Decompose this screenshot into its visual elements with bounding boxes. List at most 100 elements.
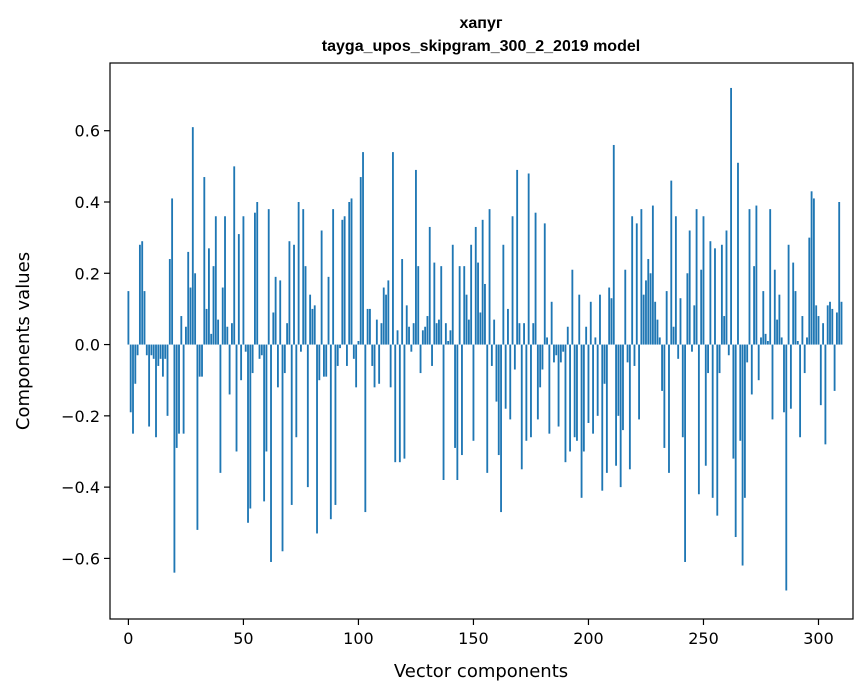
bar-186 <box>555 344 558 356</box>
y-axis-label: Components values <box>13 252 34 430</box>
bar-3 <box>134 344 137 384</box>
bar-240 <box>679 298 682 345</box>
x-axis-ticks: 0 50 100 150 200 250 300 <box>123 619 834 648</box>
bar-276 <box>762 291 765 345</box>
bar-173 <box>525 344 528 441</box>
bar-109 <box>378 344 381 384</box>
bar-261 <box>727 344 730 356</box>
bar-121 <box>405 305 408 345</box>
bar-27 <box>189 287 192 345</box>
bar-133 <box>433 262 436 345</box>
bar-307 <box>833 344 836 391</box>
bar-294 <box>803 344 806 374</box>
bar-0 <box>127 291 130 345</box>
bar-138 <box>444 323 447 345</box>
bar-55 <box>254 212 256 345</box>
bar-200 <box>587 344 590 423</box>
bar-208 <box>605 344 608 473</box>
bar-222 <box>638 344 640 420</box>
bar-45 <box>231 323 233 345</box>
bar-168 <box>513 344 516 370</box>
bar-207 <box>603 344 606 384</box>
bar-46 <box>233 166 236 345</box>
bar-97 <box>350 198 353 345</box>
bar-237 <box>672 326 675 345</box>
bar-215 <box>622 344 624 431</box>
bar-305 <box>829 301 831 345</box>
bar-199 <box>585 326 588 345</box>
bar-44 <box>228 344 231 395</box>
bar-165 <box>507 308 509 345</box>
bar-198 <box>582 344 585 452</box>
bar-6 <box>141 241 144 345</box>
bar-235 <box>668 344 670 473</box>
bar-54 <box>251 344 254 374</box>
bar-40 <box>219 344 222 473</box>
bar-134 <box>435 323 438 345</box>
bar-70 <box>288 241 291 345</box>
bar-8 <box>145 344 148 356</box>
bar-38 <box>214 216 217 345</box>
bar-76 <box>302 209 305 345</box>
bar-154 <box>481 219 484 345</box>
bar-296 <box>808 237 811 345</box>
bar-10 <box>150 344 153 356</box>
bar-147 <box>465 294 468 345</box>
bar-11 <box>152 344 155 359</box>
bar-250 <box>702 216 705 345</box>
bar-21 <box>175 344 178 448</box>
bar-290 <box>794 291 797 345</box>
bar-98 <box>352 344 355 359</box>
chart-subtitle: tayga_upos_skipgram_300_2_2019 model <box>322 38 640 55</box>
bar-162 <box>500 344 502 513</box>
bar-5 <box>138 244 141 345</box>
y-tick-label: 0.2 <box>75 264 100 283</box>
bar-306 <box>831 308 834 345</box>
bar-110 <box>380 323 383 345</box>
bar-43 <box>226 326 229 345</box>
bar-214 <box>619 344 622 488</box>
bar-309 <box>838 202 841 345</box>
bar-91 <box>336 344 339 366</box>
x-tick-label: 300 <box>803 629 834 648</box>
bar-56 <box>256 202 259 345</box>
bar-42 <box>224 216 226 345</box>
bar-89 <box>332 209 335 345</box>
bar-108 <box>375 319 378 345</box>
bar-136 <box>440 266 443 345</box>
bar-213 <box>617 344 620 416</box>
bar-274 <box>757 344 760 381</box>
bar-246 <box>693 305 696 345</box>
bar-114 <box>389 344 392 388</box>
bar-17 <box>166 344 169 416</box>
bar-270 <box>748 209 751 345</box>
bar-31 <box>198 344 201 377</box>
bar-256 <box>716 344 719 516</box>
bar-281 <box>773 269 776 345</box>
bar-164 <box>504 344 507 409</box>
bar-103 <box>364 344 367 513</box>
bar-95 <box>346 344 348 366</box>
bar-264 <box>734 344 737 538</box>
bar-181 <box>543 223 546 345</box>
bar-94 <box>343 216 346 345</box>
bar-2 <box>132 344 134 434</box>
bar-64 <box>274 276 277 345</box>
y-tick-label: 0.0 <box>75 336 100 355</box>
bar-112 <box>385 294 387 345</box>
bar-300 <box>817 316 820 345</box>
plot-frame <box>109 62 854 620</box>
bar-131 <box>428 226 431 345</box>
bar-75 <box>300 344 302 352</box>
bar-14 <box>159 344 162 359</box>
bar-226 <box>647 259 650 345</box>
bar-292 <box>799 344 802 438</box>
bar-69 <box>286 323 289 345</box>
bar-249 <box>700 269 703 345</box>
bar-65 <box>277 344 279 388</box>
bar-78 <box>306 344 309 488</box>
bar-81 <box>313 305 316 345</box>
bar-269 <box>746 344 749 363</box>
bar-174 <box>527 173 530 345</box>
bar-257 <box>718 344 721 374</box>
